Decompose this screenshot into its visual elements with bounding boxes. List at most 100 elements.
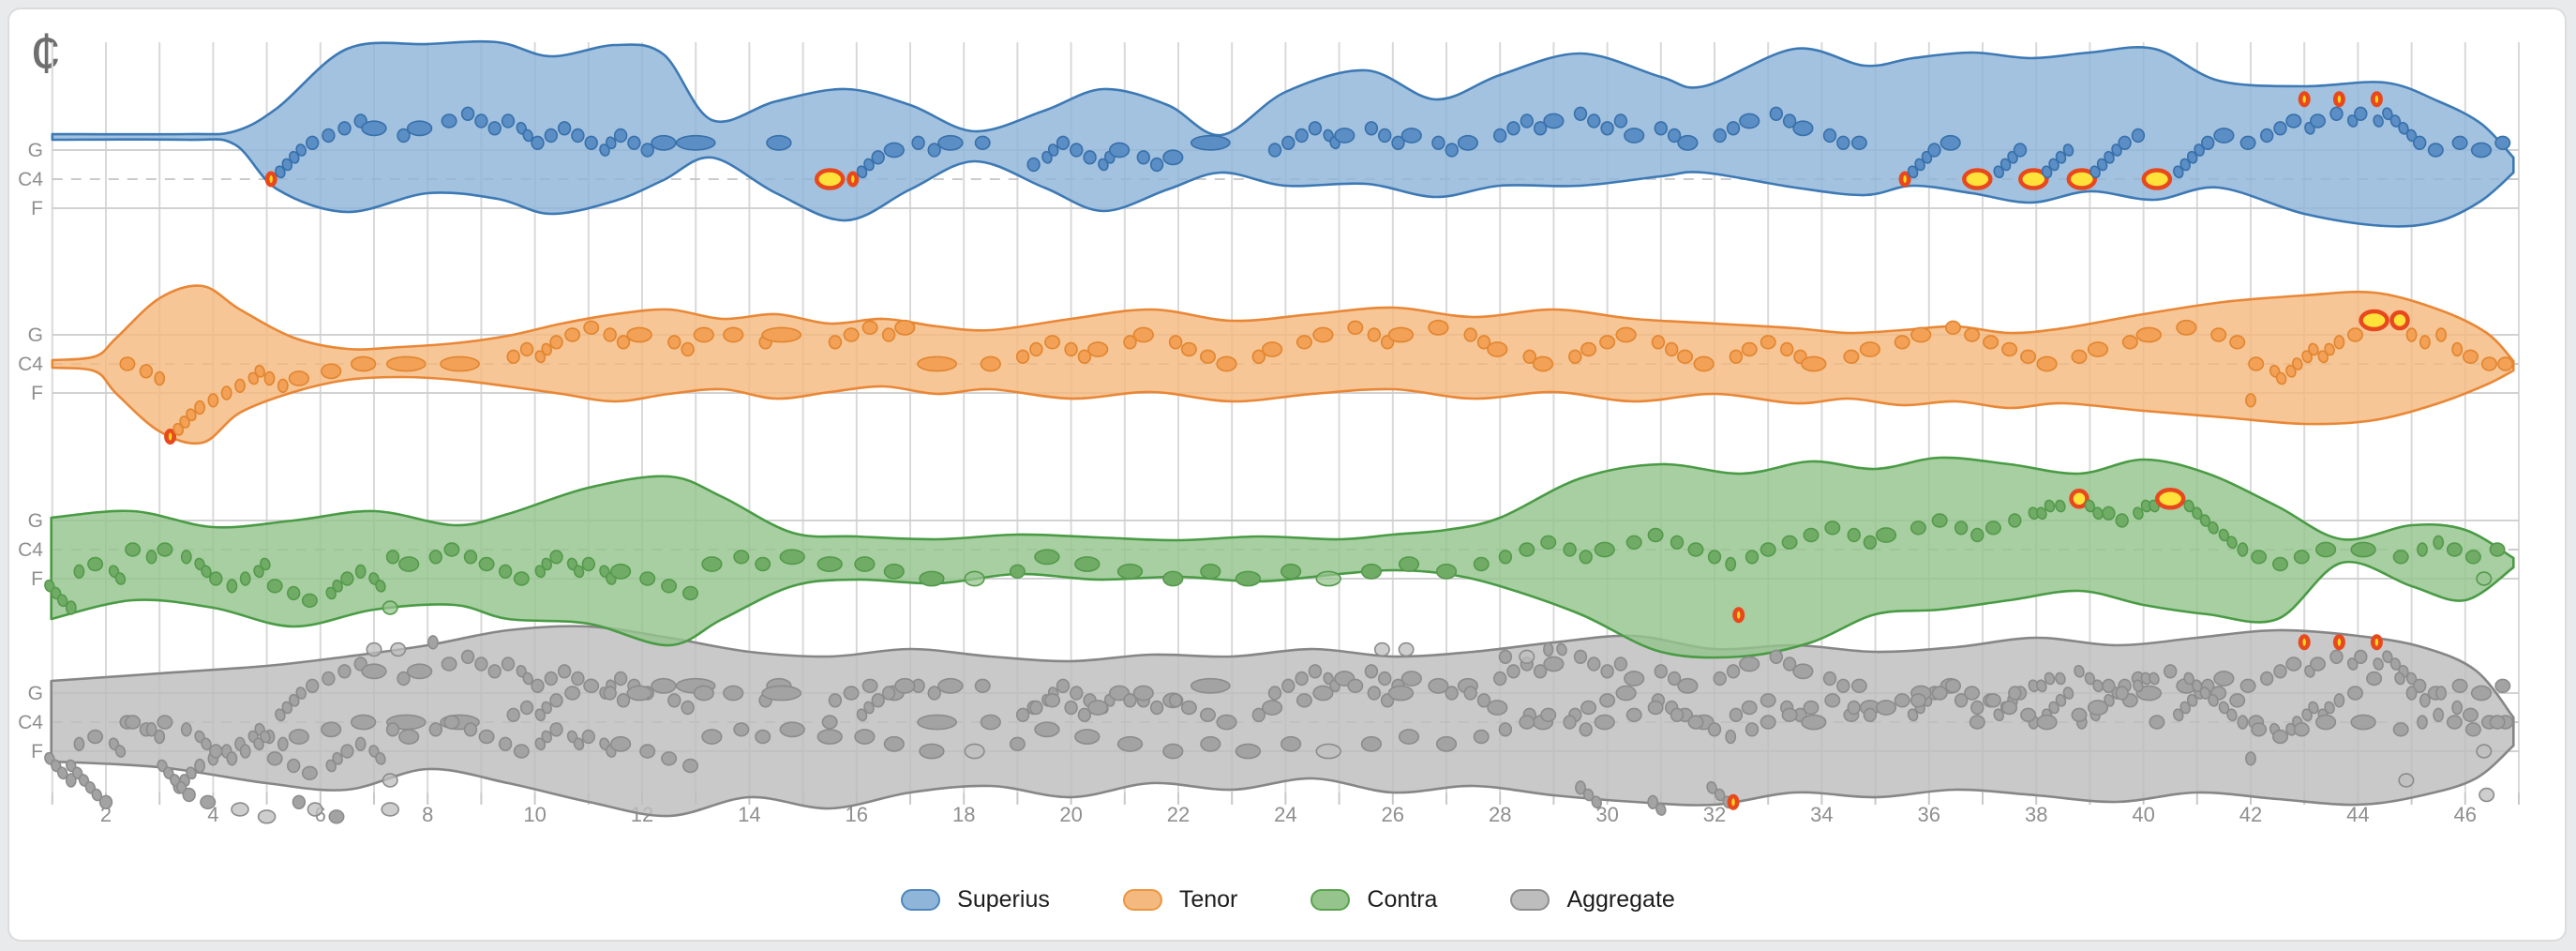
note[interactable] [1600,664,1614,679]
note[interactable] [733,722,750,737]
note[interactable] [2087,700,2109,716]
note[interactable] [382,773,398,788]
highlighted-note-yellow[interactable] [814,168,846,190]
note[interactable] [2186,150,2198,164]
note[interactable] [1847,527,1861,543]
note[interactable] [1015,349,1030,364]
note[interactable] [2186,693,2198,707]
note[interactable] [2172,708,2184,722]
note[interactable] [541,557,553,571]
note[interactable] [549,335,563,350]
note[interactable] [544,128,558,143]
note[interactable] [761,685,802,702]
note[interactable] [626,685,652,702]
note[interactable] [239,571,251,586]
note[interactable] [2121,335,2138,350]
note[interactable] [2172,165,2184,179]
note[interactable] [1687,715,1704,730]
note[interactable] [506,707,520,722]
note[interactable] [2435,686,2448,701]
note[interactable] [2272,729,2288,745]
note[interactable] [513,744,530,759]
legend-item-aggregate[interactable]: Aggregate [1510,886,1675,913]
note[interactable] [2054,672,2066,686]
note[interactable] [861,678,878,693]
note[interactable] [2476,571,2493,586]
note[interactable] [2248,356,2265,371]
note[interactable] [1969,715,1985,730]
note[interactable] [2013,143,2028,158]
note[interactable] [1600,121,1614,136]
note[interactable] [1200,735,1221,752]
note[interactable] [1859,341,1881,357]
note[interactable] [1445,143,1459,158]
note[interactable] [1729,349,1744,364]
note[interactable] [478,729,495,745]
note[interactable] [2381,107,2393,121]
note[interactable] [274,165,286,179]
note[interactable] [1498,722,1513,737]
note[interactable] [723,326,744,343]
note[interactable] [460,106,475,122]
note[interactable] [1822,128,1837,143]
note[interactable] [1360,735,1383,752]
note[interactable] [2183,672,2195,686]
note[interactable] [247,371,260,385]
note[interactable] [919,570,945,587]
note[interactable] [1070,143,1084,158]
note[interactable] [627,135,641,151]
note[interactable] [1108,142,1131,158]
note[interactable] [1954,693,1969,708]
note[interactable] [549,722,563,737]
note[interactable] [1064,700,1078,716]
note[interactable] [2307,701,2319,715]
note[interactable] [441,113,457,128]
note[interactable] [667,335,681,350]
note[interactable] [1655,803,1667,817]
note[interactable] [1367,327,1382,342]
note[interactable] [65,600,77,615]
note[interactable] [974,678,991,693]
note[interactable] [661,751,678,766]
note[interactable] [2132,506,2144,521]
note[interactable] [1087,700,1109,716]
note[interactable] [1760,542,1776,557]
note[interactable] [2035,506,2047,521]
note[interactable] [2251,722,2268,737]
note[interactable] [571,671,585,687]
highlighted-note-red[interactable] [1732,607,1745,624]
note[interactable] [2354,106,2368,122]
note[interactable] [917,714,957,731]
note[interactable] [1280,563,1302,580]
note[interactable] [322,128,336,143]
note[interactable] [1400,128,1422,143]
note[interactable] [557,664,572,679]
note[interactable] [2132,679,2144,693]
note[interactable] [519,700,534,716]
highlighted-note-red[interactable] [1727,793,1740,810]
note[interactable] [1993,708,2005,722]
note[interactable] [1803,700,1820,716]
note[interactable] [340,571,354,586]
note[interactable] [1927,143,1941,158]
note[interactable] [1519,715,1535,730]
note[interactable] [2001,700,2018,716]
note[interactable] [1579,722,1593,737]
note[interactable] [2044,499,2056,513]
note[interactable] [2096,158,2108,172]
note[interactable] [277,378,289,393]
note[interactable] [571,128,585,143]
note[interactable] [398,729,420,745]
note[interactable] [2251,550,2268,565]
note[interactable] [56,766,68,780]
note[interactable] [779,721,805,738]
note[interactable] [2398,773,2415,788]
note[interactable] [2489,542,2506,557]
note[interactable] [917,355,957,372]
note[interactable] [583,320,600,335]
note[interactable] [613,128,628,143]
band-contra[interactable] [50,456,2515,659]
note[interactable] [1647,794,1659,809]
note[interactable] [1863,535,1878,550]
note[interactable] [2062,687,2074,701]
